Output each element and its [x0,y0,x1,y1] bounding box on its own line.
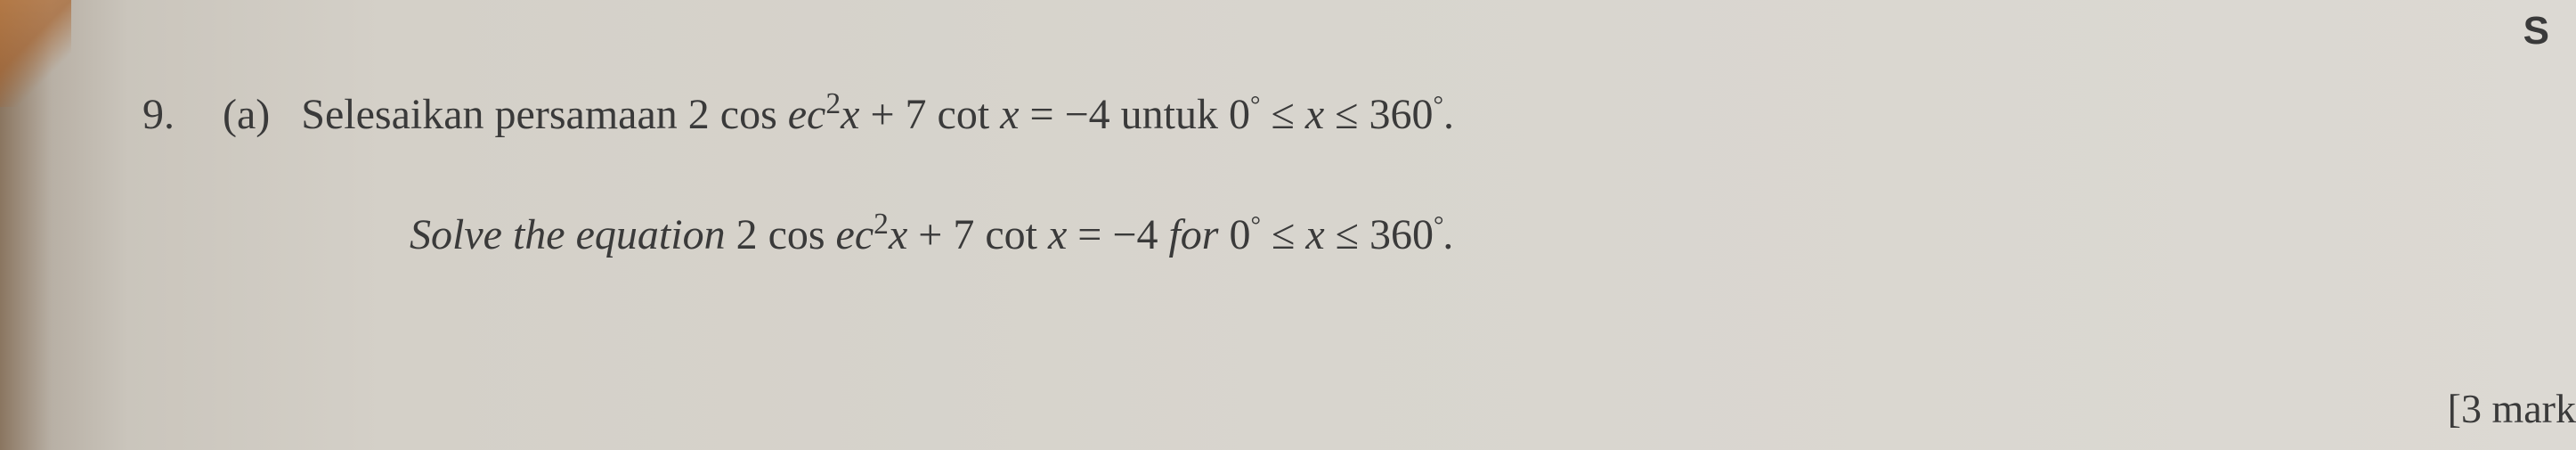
marks-label: [3 mark [2448,385,2576,432]
question-content: 9. (a) Selesaikan persamaan 2 cos ec2x +… [0,0,2576,344]
english-suffix: for [1158,211,1229,258]
question-part: (a) [223,90,270,139]
question-english-line: Solve the equation 2 cos ec2x + 7 cot x … [142,205,2505,263]
question-english-text: Solve the equation 2 cos ec2x + 7 cot x … [410,211,1455,258]
question-number: 9. [142,90,196,139]
range-malay: 0° ≤ x ≤ 360° [1229,91,1443,138]
corner-accent [0,0,71,107]
section-label: S [2523,9,2549,53]
period-malay: . [1443,91,1454,138]
question-malay-text: Selesaikan persamaan 2 cos ec2x + 7 cot … [301,85,1454,143]
question-malay-line: 9. (a) Selesaikan persamaan 2 cos ec2x +… [142,85,2505,143]
equation-malay: 2 cos ec2x + 7 cot x = −4 [688,91,1110,138]
range-english: 0° ≤ x ≤ 360° [1229,211,1443,258]
malay-suffix: untuk [1110,91,1229,138]
english-prefix: Solve the equation [410,211,736,258]
equation-english: 2 cos ec2x + 7 cot x = −4 [736,211,1158,258]
malay-prefix: Selesaikan persamaan [301,91,687,138]
period-english: . [1444,211,1455,258]
